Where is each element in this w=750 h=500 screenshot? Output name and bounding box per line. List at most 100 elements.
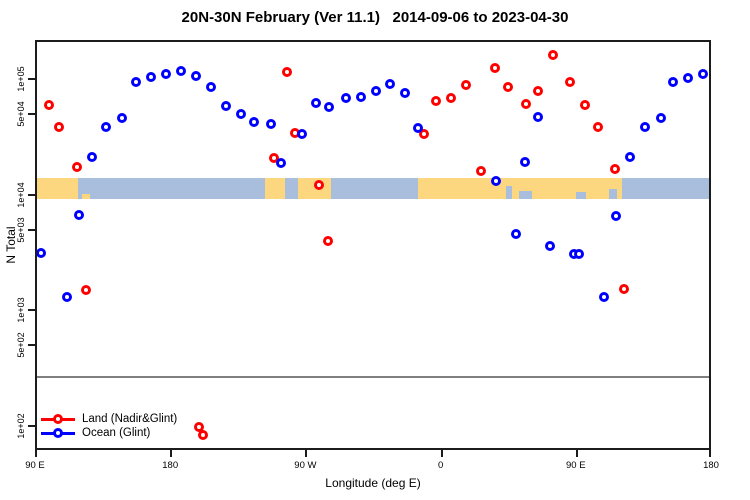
land-data-point xyxy=(609,163,620,174)
land-data-point xyxy=(521,99,532,109)
legend-label: Land (Nadir&Glint) xyxy=(82,413,178,425)
y-axis-title: N Total xyxy=(4,226,18,264)
ocean-data-point xyxy=(190,71,201,82)
ocean-data-point xyxy=(573,249,584,260)
y-tick-label: 1e+02 xyxy=(16,413,26,439)
land-data-point xyxy=(503,81,514,92)
plot-area xyxy=(35,40,711,450)
ocean-data-point xyxy=(399,87,410,98)
x-tick xyxy=(35,450,37,457)
ocean-data-point xyxy=(371,86,381,97)
land-data-point xyxy=(446,93,457,103)
map-band-ocean-notch xyxy=(575,191,586,199)
ocean-data-point xyxy=(175,66,186,77)
ocean-data-point xyxy=(310,98,321,109)
land-data-point xyxy=(72,162,83,173)
map-band-land xyxy=(35,178,79,199)
land-data-point xyxy=(476,166,487,177)
land-data-point xyxy=(579,99,590,110)
land-legend-ring-icon xyxy=(53,414,63,424)
y-tick xyxy=(28,309,35,312)
land-data-point xyxy=(43,99,54,110)
land-data-point xyxy=(282,66,293,77)
land-data-point xyxy=(593,121,604,132)
map-band-ocean-notch xyxy=(608,188,617,199)
ocean-data-point xyxy=(265,119,276,130)
land-data-point xyxy=(618,284,629,295)
ocean-data-point xyxy=(683,73,694,83)
land-data-point xyxy=(313,180,324,191)
ocean-data-point xyxy=(384,79,395,90)
land-data-point xyxy=(489,63,500,74)
ocean-data-point xyxy=(510,229,521,240)
x-tick xyxy=(709,450,711,457)
ocean-legend-ring-icon xyxy=(53,428,63,438)
ocean-data-point xyxy=(413,123,424,134)
ocean-data-point xyxy=(276,157,287,168)
ocean-data-point xyxy=(491,176,502,187)
x-tick xyxy=(170,450,173,457)
legend: Land (Nadir&Glint) Ocean (Glint) xyxy=(41,412,177,440)
map-band-land xyxy=(265,178,286,199)
ocean-data-point xyxy=(235,109,246,120)
ocean-data-point xyxy=(145,72,156,83)
ocean-data-point xyxy=(87,151,98,162)
y-tick-label: 1e+05 xyxy=(16,66,26,92)
legend-swatch xyxy=(41,428,75,438)
y-tick xyxy=(28,344,35,347)
map-band-ocean-notch xyxy=(518,190,532,199)
x-tick-label: 90 E xyxy=(566,460,586,471)
land-data-point xyxy=(322,235,333,246)
x-tick-label: 180 xyxy=(162,460,179,471)
y-tick xyxy=(28,425,35,428)
ocean-data-point xyxy=(656,113,667,124)
ocean-data-point xyxy=(297,128,308,139)
ocean-data-point xyxy=(160,68,171,79)
y-tick xyxy=(28,78,35,80)
x-tick xyxy=(440,450,443,457)
x-tick-label: 90 W xyxy=(294,460,317,471)
ocean-data-point xyxy=(355,91,366,102)
map-band-land xyxy=(417,178,622,199)
land-data-point xyxy=(54,121,65,132)
ocean-data-point xyxy=(205,81,216,92)
x-tick-label: 0 xyxy=(437,460,444,471)
land-data-point xyxy=(81,285,92,296)
ocean-data-point xyxy=(611,210,622,221)
ocean-data-point xyxy=(639,121,650,132)
x-tick-label: 90 E xyxy=(25,460,45,471)
land-data-point xyxy=(548,50,559,61)
chart-title: 20N-30N February (Ver 11.1) 2014-09-06 t… xyxy=(181,9,569,26)
y-tick-label: 5e+04 xyxy=(16,101,26,127)
ocean-data-point xyxy=(100,121,111,132)
y-tick-label: 1e+03 xyxy=(16,297,26,324)
y-tick xyxy=(28,112,35,115)
land-data-point xyxy=(198,429,209,440)
ocean-data-point xyxy=(130,77,141,87)
separator-line xyxy=(35,376,711,379)
map-band-ocean-notch xyxy=(505,186,512,199)
x-axis-title: Longitude (deg E) xyxy=(325,476,421,490)
y-tick xyxy=(28,193,35,196)
ocean-data-point xyxy=(249,116,260,127)
ocean-data-point xyxy=(533,111,544,122)
legend-item: Ocean (Glint) xyxy=(41,426,177,440)
x-tick xyxy=(575,450,578,457)
ocean-data-point xyxy=(324,101,335,112)
land-data-point xyxy=(533,86,544,97)
land-data-point xyxy=(431,95,442,106)
legend-label: Ocean (Glint) xyxy=(82,427,151,439)
ocean-data-point xyxy=(36,248,46,259)
land-data-point xyxy=(461,79,472,90)
legend-swatch xyxy=(41,414,75,424)
ocean-data-point xyxy=(117,113,128,124)
x-tick-label: 180 xyxy=(703,460,719,471)
land-data-point xyxy=(564,77,575,87)
ocean-data-point xyxy=(519,156,530,167)
legend-item: Land (Nadir&Glint) xyxy=(41,412,177,426)
ocean-data-point xyxy=(220,101,231,112)
y-tick xyxy=(28,228,35,231)
x-tick xyxy=(305,450,308,457)
ocean-data-point xyxy=(340,93,351,103)
